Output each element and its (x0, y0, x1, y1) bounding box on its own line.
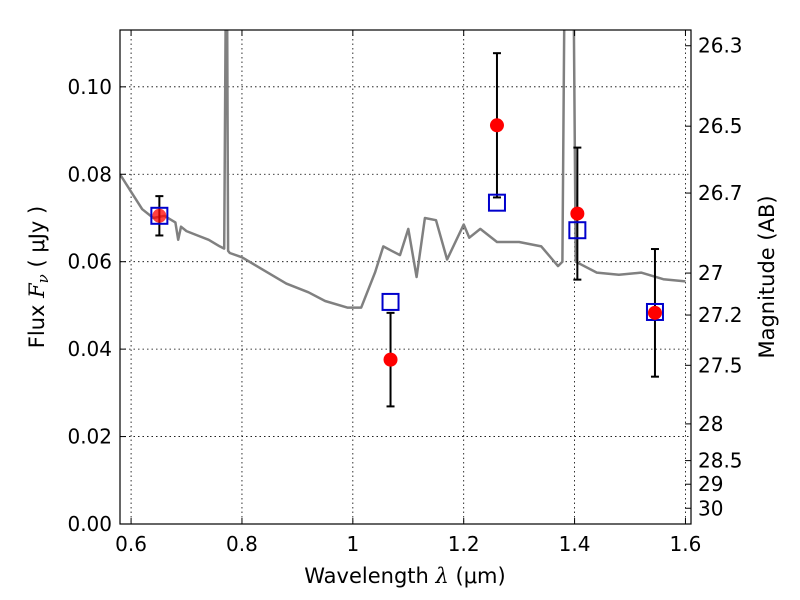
observed-flux-point (570, 206, 585, 221)
y-tick-label: 0.04 (67, 337, 112, 361)
model-flux-square (568, 221, 587, 240)
plot-area (120, 30, 686, 309)
y2-tick-label: 27.5 (698, 353, 743, 377)
x-tick-label: 1.2 (448, 532, 480, 556)
y2-tick-label: 28 (698, 412, 723, 436)
observed-flux-point (152, 208, 167, 223)
y-axis-label: Flux Fν ( μJy ) (25, 206, 52, 348)
y2-axis-label: Magnitude (AB) (755, 195, 779, 358)
y2-tick-label: 29 (698, 472, 723, 496)
y2-tick-label: 27.2 (698, 303, 743, 327)
y-tick-label: 0.02 (67, 425, 112, 449)
data-points (150, 52, 664, 408)
model-flux-square (150, 206, 169, 225)
y2-tick-label: 28.5 (698, 449, 743, 473)
y-tick-label: 0.06 (67, 250, 112, 274)
y2-tick-label: 26.7 (698, 181, 743, 205)
x-tick-label: 1.4 (559, 532, 591, 556)
model-flux-square (487, 193, 506, 212)
axis-ticks: 0.6 0.8 1 1.2 1.4 1.6 0.00 0.02 0.04 0.06 0.08 0.10… (67, 30, 743, 556)
y2-tick-label: 26.3 (698, 34, 743, 58)
x-tick-label: 1.6 (670, 532, 702, 556)
model-spectrum-line (120, 30, 686, 309)
y2-tick-label: 26.5 (698, 114, 743, 138)
model-flux-square (381, 292, 400, 311)
x-tick-label: 0.6 (115, 532, 147, 556)
x-tick-label: 0.8 (226, 532, 258, 556)
y2-tick-label: 30 (698, 496, 723, 520)
plot-frame (119, 29, 692, 525)
x-tick-label: 1 (346, 532, 359, 556)
model-flux-square (645, 302, 664, 321)
observed-flux-point (383, 352, 398, 367)
y-tick-label: 0.00 (67, 512, 112, 536)
x-axis-label: Wavelength λ (μm) (304, 564, 505, 588)
observed-flux-point (489, 118, 504, 133)
observed-flux-point (647, 305, 662, 320)
y2-tick-label: 27 (698, 261, 723, 285)
y-tick-label: 0.08 (67, 162, 112, 186)
y-tick-label: 0.10 (67, 75, 112, 99)
